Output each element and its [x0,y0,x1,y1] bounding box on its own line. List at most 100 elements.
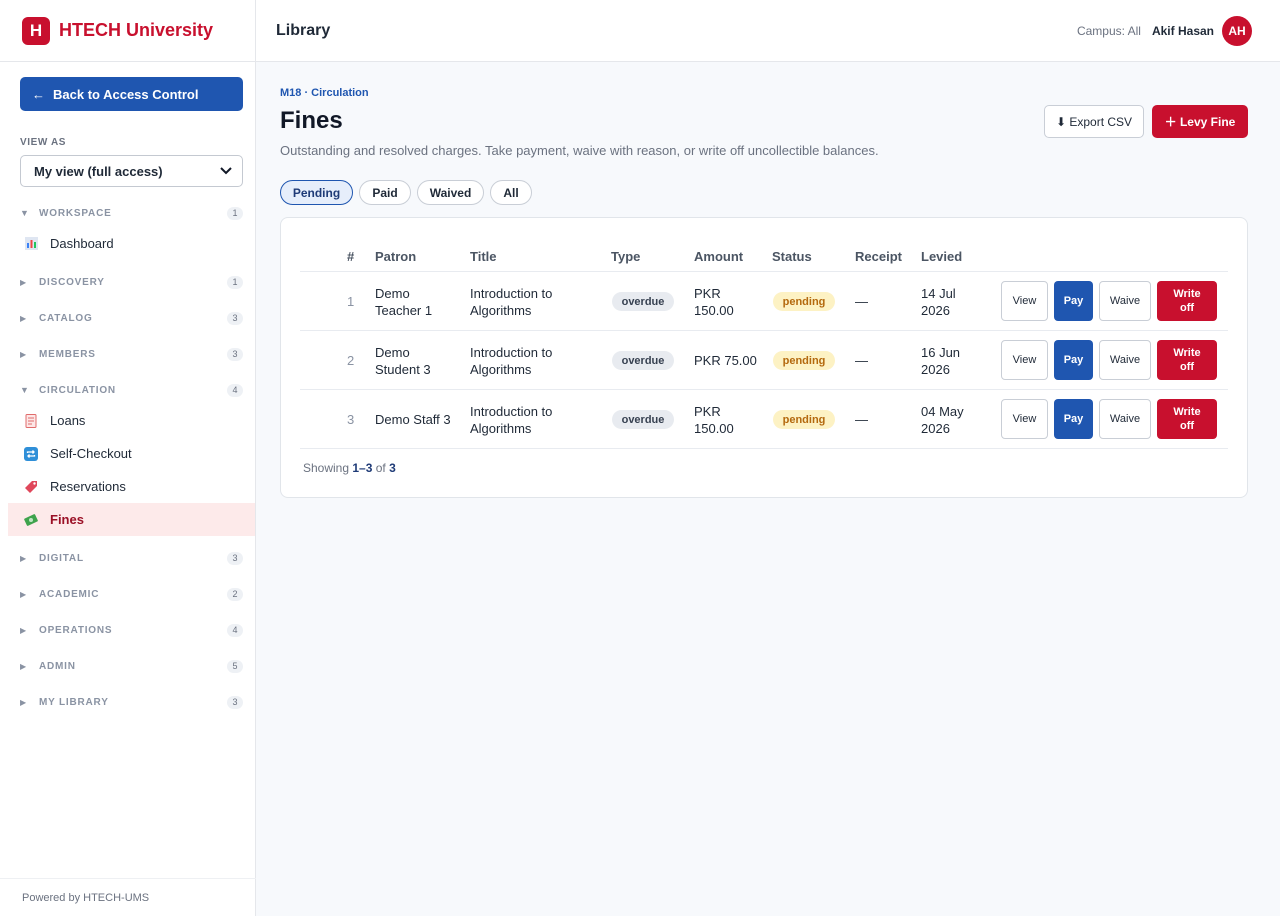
section-count: 3 [227,695,243,709]
section-label: MY LIBRARY [39,696,109,708]
sidebar-item-label: Loans [50,413,86,428]
nav-section-admin[interactable]: ▶ ADMIN 5 [20,657,243,675]
section-label: WORKSPACE [39,207,112,219]
powered-by: Powered by HTECH-UMS [0,878,256,916]
view-as-value: My view (full access) [34,163,163,179]
type-badge: overdue [612,292,674,311]
avatar[interactable]: AH [1222,16,1252,46]
campus-selector[interactable]: Campus: All [1076,24,1141,38]
filter-waived[interactable]: Waived [417,180,484,205]
tag-icon [24,480,38,494]
col-header-status[interactable]: Status [772,249,812,264]
nav-section-catalog[interactable]: ▶ CATALOG 3 [20,309,243,327]
col-header-patron[interactable]: Patron [375,249,417,264]
col-header-levied[interactable]: Levied [921,249,963,264]
page-title: Fines [280,107,343,134]
waive-button[interactable]: Waive [1099,281,1151,321]
nav-section-workspace[interactable]: ▼ WORKSPACE 1 [20,204,243,222]
caret-right-icon: ▶ [20,277,27,287]
view-as-select[interactable]: My view (full access) [20,155,243,187]
section-count: 2 [227,587,243,601]
pay-button[interactable]: Pay [1054,399,1093,439]
section-label: ADMIN [39,660,76,672]
filter-paid[interactable]: Paid [359,180,411,205]
write-off-button[interactable]: Write off [1157,399,1217,439]
view-button[interactable]: View [1001,399,1048,439]
sidebar-item-fines[interactable]: Fines [8,503,255,536]
arrow-left-icon: ← [32,86,45,102]
col-header-title[interactable]: Title [470,249,497,264]
brand[interactable]: H HTECH University [0,0,255,62]
caret-right-icon: ▶ [20,589,27,599]
waive-button[interactable]: Waive [1099,340,1151,380]
nav-section-my-library[interactable]: ▶ MY LIBRARY 3 [20,693,243,711]
pay-button[interactable]: Pay [1054,281,1093,321]
write-off-button[interactable]: Write off [1157,340,1217,380]
amount: PKR 75.00 [694,353,757,368]
section-label: ACADEMIC [39,588,100,600]
receipt: — [855,294,868,309]
sidebar-item-label: Reservations [50,479,126,494]
view-button[interactable]: View [1001,281,1048,321]
patron-name[interactable]: Demo Student 3 [375,345,431,377]
filter-pending[interactable]: Pending [280,180,353,205]
receipt: — [855,412,868,427]
export-csv-button[interactable]: ⬇ Export CSV [1044,105,1144,138]
sidebar-item-reservations[interactable]: Reservations [8,470,255,503]
col-header-amount[interactable]: Amount [694,249,744,264]
levied-date: 04 May 2026 [921,404,964,436]
filter-all[interactable]: All [490,180,532,205]
patron-name[interactable]: Demo Staff 3 [375,412,451,427]
user-name[interactable]: Akif Hasan [1151,24,1214,38]
write-off-button[interactable]: Write off [1157,281,1217,321]
col-header-type[interactable]: Type [611,249,641,264]
col-header-num: # [347,249,355,264]
caret-down-icon: ▼ [20,385,29,395]
sidebar-item-label: Self-Checkout [50,446,132,461]
sidebar-item-label: Fines [50,512,84,527]
section-count: 1 [227,206,243,220]
section-label: MEMBERS [39,348,96,360]
nav-section-discovery[interactable]: ▶ DISCOVERY 1 [20,273,243,291]
section-label: DISCOVERY [39,276,105,288]
section-count: 4 [227,383,243,397]
col-header-receipt[interactable]: Receipt [855,249,902,264]
divider [300,330,1228,331]
back-button-label: Back to Access Control [53,86,199,102]
divider [300,448,1228,449]
amount: PKR 150.00 [694,286,734,318]
nav-section-operations[interactable]: ▶ OPERATIONS 4 [20,621,243,639]
sidebar-item-label: Dashboard [50,236,114,251]
section-label: OPERATIONS [39,624,113,636]
type-badge: overdue [612,351,674,370]
app-section-title: Library [276,21,331,39]
divider [300,389,1228,390]
book-title: Introduction to Algorithms [470,404,553,436]
levy-fine-button[interactable]: ＋ Levy Fine [1152,105,1248,138]
caret-right-icon: ▶ [20,553,27,563]
pay-button[interactable]: Pay [1054,340,1093,380]
sidebar-item-loans[interactable]: Loans [8,404,255,437]
sidebar-item-self-checkout[interactable]: Self-Checkout [8,437,255,470]
nav-section-members[interactable]: ▶ MEMBERS 3 [20,345,243,363]
receipt-icon [24,413,38,428]
sidebar-item-dashboard[interactable]: Dashboard [8,227,255,260]
back-to-access-control-button[interactable]: ← Back to Access Control [20,77,243,111]
levied-date: 16 Jun 2026 [921,345,961,377]
view-button[interactable]: View [1001,340,1048,380]
nav-section-circulation[interactable]: ▼ CIRCULATION 4 [20,381,243,399]
receipt: — [855,353,868,368]
nav-section-digital[interactable]: ▶ DIGITAL 3 [20,549,243,567]
waive-button[interactable]: Waive [1099,399,1151,439]
brand-logo-icon: H [22,16,50,45]
section-count: 5 [227,659,243,673]
section-count: 3 [227,311,243,325]
patron-name[interactable]: Demo Teacher 1 [375,286,433,318]
breadcrumb: M18 · Circulation [280,87,369,99]
sidebar: H HTECH University ← Back to Access Cont… [0,0,256,916]
money-icon [24,513,38,527]
row-number: 2 [347,353,355,368]
chevron-down-icon [220,167,232,175]
status-badge: pending [773,410,835,429]
nav-section-academic[interactable]: ▶ ACADEMIC 2 [20,585,243,603]
